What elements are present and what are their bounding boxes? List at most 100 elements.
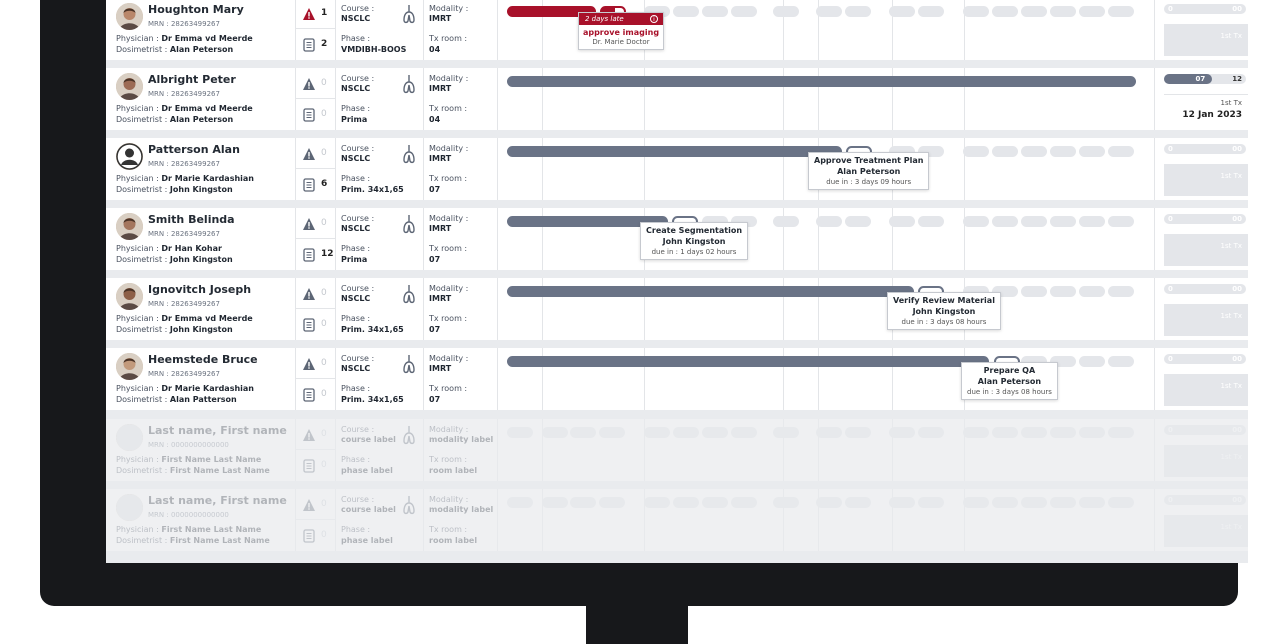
warning-alert[interactable]: 0 xyxy=(296,278,336,309)
task-action: approve imaging xyxy=(582,28,660,37)
avatar[interactable] xyxy=(116,353,143,380)
progress-bar xyxy=(507,286,914,297)
documents-alert[interactable]: 0 xyxy=(296,379,336,410)
patient-info: Last name, First name MRN : 0000000000000… xyxy=(106,419,296,481)
info-icon[interactable]: i xyxy=(650,15,658,23)
task-callout[interactable]: Verify Review Material John Kingston due i… xyxy=(887,292,1001,330)
documents-alert[interactable]: 0 xyxy=(296,309,336,340)
patient-name[interactable]: Albright Peter xyxy=(148,73,236,86)
column-divider xyxy=(783,348,784,410)
column-divider xyxy=(892,419,893,481)
course-cell: Course : course label Phase : phase label xyxy=(336,489,424,551)
first-treatment-box[interactable]: 1st Tx xyxy=(1164,234,1248,266)
patient-info: Ignovitch Joseph MRN : 28263499267 Physici… xyxy=(106,278,296,340)
documents-alert[interactable]: 0 xyxy=(296,99,336,130)
patient-row[interactable]: Last name, First name MRN : 0000000000000… xyxy=(106,489,1248,551)
avatar[interactable] xyxy=(116,73,143,100)
warning-count: 0 xyxy=(321,148,327,158)
avatar[interactable] xyxy=(116,283,143,310)
column-divider xyxy=(1154,489,1155,551)
task-slot xyxy=(918,6,944,17)
warning-alert[interactable]: 0 xyxy=(296,68,336,99)
task-callout[interactable]: 2 days late i approve imaging Dr. Marie Doc… xyxy=(578,12,664,50)
task-callout[interactable]: Create Segmentation John Kingston due in :… xyxy=(640,222,749,260)
patient-row[interactable]: Albright Peter MRN : 28263499267 Physician… xyxy=(106,68,1248,130)
task-slot xyxy=(1021,497,1047,508)
patient-name[interactable]: Last name, First name xyxy=(148,424,287,437)
physician-name: Dr Marie Kardashian xyxy=(161,384,254,393)
task-slot xyxy=(1021,427,1047,438)
phase-value: Prima xyxy=(341,115,368,124)
document-icon xyxy=(302,458,316,473)
dosimetrist-label: Dosimetrist : xyxy=(116,115,170,124)
dosimetrist-label: Dosimetrist : xyxy=(116,395,170,404)
phase-label: Phase : xyxy=(341,314,371,323)
task-slot xyxy=(507,427,533,438)
warning-alert[interactable]: 0 xyxy=(296,419,336,450)
column-divider xyxy=(964,0,965,60)
task-slot xyxy=(1108,356,1134,367)
patient-row[interactable]: Ignovitch Joseph MRN : 28263499267 Physici… xyxy=(106,278,1248,340)
task-callout[interactable]: Approve Treatment Plan Alan Peterson due i… xyxy=(808,152,930,190)
first-treatment-box[interactable]: 1st Tx xyxy=(1164,304,1248,336)
task-slot xyxy=(644,427,670,438)
fraction-progress: 0 00 xyxy=(1164,495,1246,505)
modality-label: Modality : xyxy=(429,354,469,363)
fractions-total: 00 xyxy=(1232,5,1242,13)
task-slot xyxy=(673,6,699,17)
first-treatment-box[interactable]: 1st Tx 12 Jan 2023 xyxy=(1164,94,1248,126)
tx-room-value: room label xyxy=(429,466,478,475)
patient-name[interactable]: Patterson Alan xyxy=(148,143,240,156)
patient-name[interactable]: Heemstede Bruce xyxy=(148,353,258,366)
first-treatment-box[interactable]: 1st Tx xyxy=(1164,445,1248,477)
documents-alert[interactable]: 6 xyxy=(296,169,336,200)
documents-alert[interactable]: 0 xyxy=(296,520,336,551)
avatar[interactable] xyxy=(116,213,143,240)
first-treatment-box[interactable]: 1st Tx xyxy=(1164,24,1248,56)
warning-alert[interactable]: 0 xyxy=(296,138,336,169)
tx-room-label: Tx room : xyxy=(429,104,468,113)
warning-icon xyxy=(302,497,316,511)
column-divider xyxy=(1154,348,1155,410)
patient-row[interactable]: Heemstede Bruce MRN : 28263499267 Physicia… xyxy=(106,348,1248,410)
avatar[interactable] xyxy=(116,494,143,521)
documents-alert[interactable]: 0 xyxy=(296,450,336,481)
first-treatment-box[interactable]: 1st Tx xyxy=(1164,164,1248,196)
patient-row[interactable]: Last name, First name MRN : 0000000000000… xyxy=(106,419,1248,481)
progress-bar xyxy=(507,146,842,157)
course-cell: Course : NSCLC Phase : Prim. 34x1,65 xyxy=(336,348,424,410)
patient-row[interactable]: Houghton Mary MRN : 28263499267 Physician … xyxy=(106,0,1248,60)
avatar[interactable] xyxy=(116,3,143,30)
modality-value: IMRT xyxy=(429,364,452,373)
dosimetrist-name: First Name Last Name xyxy=(169,536,270,545)
task-callout[interactable]: Prepare QA Alan Peterson due in : 3 days 0… xyxy=(961,362,1058,400)
modality-value: modality label xyxy=(429,435,494,444)
patient-info: Smith Belinda MRN : 28263499267 Physician … xyxy=(106,208,296,270)
warning-alert[interactable]: 0 xyxy=(296,489,336,520)
course-value: NSCLC xyxy=(341,294,371,303)
first-treatment-box[interactable]: 1st Tx xyxy=(1164,515,1248,547)
task-slot xyxy=(644,6,670,17)
dosimetrist-name: John Kingston xyxy=(169,325,233,334)
patient-name[interactable]: Ignovitch Joseph xyxy=(148,283,252,296)
column-divider xyxy=(644,138,645,200)
warning-alert[interactable]: 0 xyxy=(296,208,336,239)
patient-name[interactable]: Last name, First name xyxy=(148,494,287,507)
patient-row[interactable]: Patterson Alan MRN : 28263499267 Physician… xyxy=(106,138,1248,200)
phase-label: Phase : xyxy=(341,174,371,183)
documents-alert[interactable]: 12 xyxy=(296,239,336,270)
task-slot xyxy=(731,427,757,438)
documents-alert[interactable]: 2 xyxy=(296,29,336,60)
task-slot xyxy=(963,6,989,17)
patient-name[interactable]: Houghton Mary xyxy=(148,3,244,16)
first-treatment-box[interactable]: 1st Tx xyxy=(1164,374,1248,406)
avatar[interactable] xyxy=(116,143,143,170)
column-divider xyxy=(542,0,543,60)
warning-alert[interactable]: 1 xyxy=(296,0,336,29)
avatar[interactable] xyxy=(116,424,143,451)
patient-mrn: MRN : 28263499267 xyxy=(148,300,220,308)
modality-cell: Modality : IMRT Tx room : 04 xyxy=(424,68,498,130)
patient-name[interactable]: Smith Belinda xyxy=(148,213,235,226)
warning-alert[interactable]: 0 xyxy=(296,348,336,379)
